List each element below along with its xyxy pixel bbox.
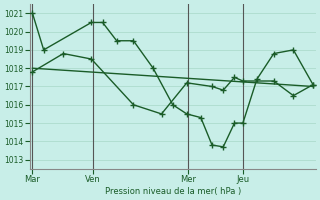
X-axis label: Pression niveau de la mer( hPa ): Pression niveau de la mer( hPa ) [105, 187, 241, 196]
